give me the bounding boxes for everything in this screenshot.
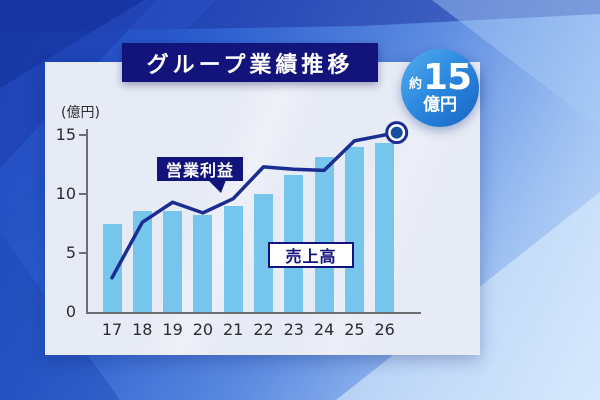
x-tick-label-20: 20	[192, 320, 214, 339]
badge-prefix: 約	[408, 77, 422, 93]
bar-series-label: 売上高	[268, 242, 354, 268]
x-tick-label-23: 23	[283, 320, 304, 339]
line-series-label: 営業利益	[157, 157, 243, 181]
y-axis	[86, 129, 88, 314]
y-tick-mark-5	[79, 252, 86, 254]
y-axis-unit-label: (億円)	[61, 105, 100, 121]
bar-24	[314, 157, 334, 312]
x-tick-label-24: 24	[313, 320, 335, 339]
y-tick-label-10: 10	[55, 184, 76, 203]
value-badge: 約 15 億円	[401, 49, 479, 127]
x-tick-label-26: 26	[374, 320, 395, 339]
bar-20	[193, 215, 213, 312]
badge-value-row: 約 15	[408, 57, 472, 99]
badge-value: 15	[422, 57, 472, 99]
line-end-marker-ring	[385, 121, 409, 145]
x-tick-label-19: 19	[162, 320, 183, 339]
line-series-label-tail	[208, 180, 226, 193]
line-end-marker-dot	[390, 126, 403, 139]
x-tick-label-17: 17	[101, 320, 123, 339]
chart-title-banner: グループ業績推移	[122, 43, 378, 82]
x-tick-label-21: 21	[223, 320, 244, 339]
bar-21	[223, 205, 243, 312]
y-tick-mark-10	[79, 193, 86, 195]
y-tick-label-0: 0	[65, 302, 76, 321]
x-tick-label-25: 25	[344, 320, 365, 339]
x-tick-label-18: 18	[132, 320, 153, 339]
y-tick-mark-15	[79, 134, 86, 136]
performance-chart: (億円) 0 5 10 15 17 18 19 20 21 22 23 24 25 26 営業利益 売上高	[45, 62, 480, 355]
bar-26	[375, 143, 395, 312]
bar-18	[132, 210, 152, 312]
x-axis	[86, 312, 421, 314]
y-tick-label-5: 5	[65, 243, 76, 262]
bar-17	[102, 223, 122, 312]
x-tick-label-22: 22	[253, 320, 274, 339]
bar-25	[344, 146, 364, 312]
badge-unit: 億円	[423, 95, 457, 116]
bar-19	[163, 210, 183, 312]
y-tick-label-15: 15	[55, 125, 76, 144]
